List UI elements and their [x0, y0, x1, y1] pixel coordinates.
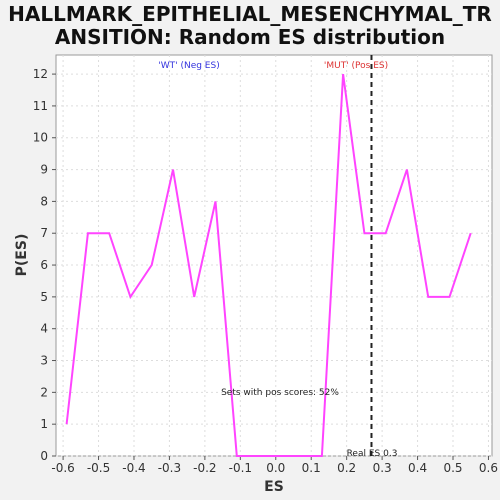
x-axis-label: ES: [264, 479, 284, 495]
x-tick-label: -0.6: [51, 461, 74, 475]
x-tick-label: 0.6: [479, 461, 498, 475]
x-tick-label: 0.2: [337, 461, 356, 475]
x-tick-label: -0.2: [193, 461, 216, 475]
y-tick-label: 4: [40, 322, 48, 336]
x-tick-label: 0.3: [373, 461, 392, 475]
y-tick-label: 1: [40, 417, 48, 431]
y-tick-label: 7: [40, 226, 48, 240]
x-axis: -0.6 -0.5 -0.4 -0.3 -0.2 -0.1 0.0 0.1 0.2 0.3 0.4 0…: [51, 456, 498, 475]
neg-es-label: 'WT' (Neg ES): [158, 61, 219, 71]
pos-scores-annotation: Sets with pos scores: 52%: [221, 388, 339, 398]
x-tick-label: -0.1: [229, 461, 252, 475]
x-tick-label: -0.3: [158, 461, 181, 475]
series-group: [65, 73, 472, 457]
y-tick-label: 0: [40, 449, 48, 463]
y-tick-label: 12: [33, 67, 48, 81]
y-tick-label: 2: [40, 385, 48, 399]
x-tick-label: 0.0: [266, 461, 285, 475]
y-tick-label: 3: [40, 354, 48, 368]
pos-es-label: 'MUT' (Pos ES): [324, 61, 388, 71]
y-tick-label: 9: [40, 163, 48, 177]
y-tick-label: 11: [33, 99, 48, 113]
y-tick-label: 10: [33, 131, 48, 145]
x-tick-label: -0.4: [122, 461, 145, 475]
y-tick-label: 8: [40, 194, 48, 208]
x-tick-label: 0.5: [443, 461, 462, 475]
grid: [56, 55, 492, 457]
y-tick-label: 5: [40, 290, 48, 304]
real-es-label: Real ES 0.3: [347, 449, 398, 459]
es-distribution-line: [65, 73, 472, 457]
plot-area: [55, 54, 493, 457]
y-tick-label: 6: [40, 258, 48, 272]
chart-title-line-2: ANSITION: Random ES distribution: [55, 25, 445, 49]
x-tick-label: -0.5: [87, 461, 110, 475]
chart-title-line-1: HALLMARK_EPITHELIAL_MESENCHYMAL_TR: [8, 2, 492, 26]
y-axis-label: P(ES): [14, 234, 30, 277]
x-tick-label: 0.1: [302, 461, 321, 475]
x-tick-label: 0.4: [408, 461, 427, 475]
